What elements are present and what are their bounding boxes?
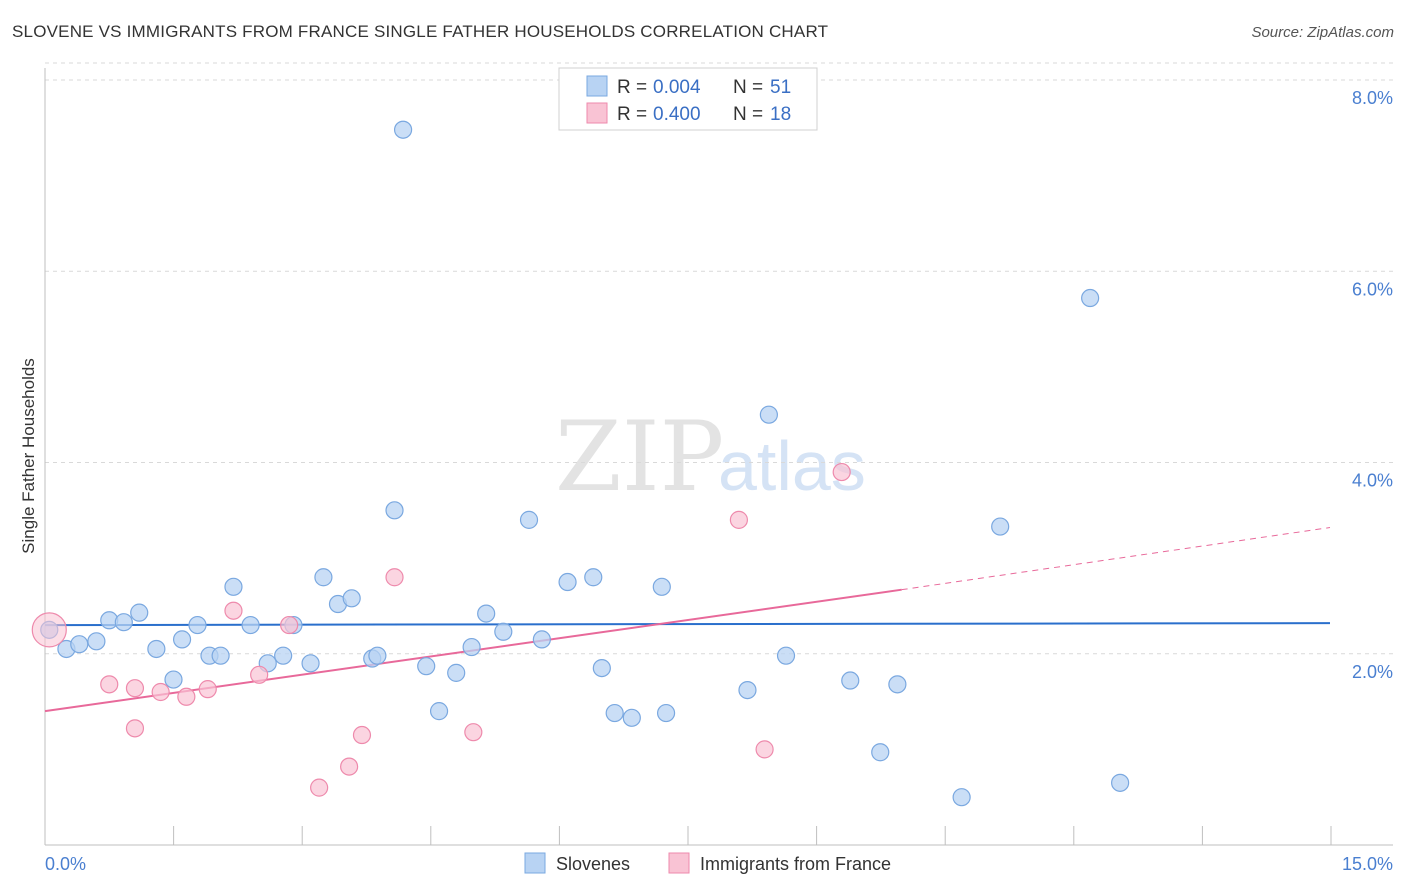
slovenes-point	[605, 703, 624, 723]
source-credit: Source: ZipAtlas.com	[1251, 24, 1394, 41]
france-point	[177, 687, 196, 706]
y-tick-label-2: 6.0%	[1352, 279, 1393, 299]
slovenes-point	[188, 615, 207, 635]
bottom-legend-label-france: Immigrants from France	[700, 854, 891, 874]
france-points	[31, 462, 851, 797]
slovenes-point	[652, 577, 671, 596]
france-point	[729, 510, 749, 529]
legend-swatch-slovenes	[586, 75, 608, 97]
slovenes-point	[776, 646, 796, 665]
slovenes-points	[40, 120, 1130, 807]
legend-r-value-france: 0.400	[653, 104, 701, 125]
france-point	[151, 682, 170, 702]
legend-n-value-slovenes: 51	[770, 77, 791, 98]
slovenes-point	[342, 589, 361, 608]
x-tick-label-max: 15.0%	[1342, 854, 1393, 874]
slovenes-point	[70, 635, 89, 654]
stats-legend: R = 0.004 N = 51 R = 0.400 N = 18	[558, 67, 818, 131]
y-tick-label-1: 4.0%	[1352, 471, 1393, 491]
france-point	[198, 680, 217, 699]
bottom-legend-label-slovenes: Slovenes	[556, 854, 630, 874]
slovenes-point	[991, 517, 1010, 536]
x-tick-label-min: 0.0%	[45, 854, 86, 874]
slovenes-point	[462, 637, 481, 657]
france-point	[310, 778, 329, 797]
slovenes-point	[368, 646, 387, 665]
bottom-legend-swatch-france	[668, 852, 690, 874]
y-tick-label-3: 8.0%	[1352, 88, 1393, 108]
slovenes-point	[164, 670, 183, 689]
slovenes-point	[314, 568, 333, 587]
watermark-zip: ZIP	[555, 401, 724, 513]
france-point	[352, 725, 372, 745]
slovenes-trend-line	[44, 622, 1331, 627]
slovenes-point	[211, 646, 230, 665]
france-point	[755, 740, 774, 759]
france-point	[280, 615, 299, 635]
slovenes-point	[888, 675, 907, 694]
legend-r-label-slovenes: R =	[617, 77, 647, 98]
slovenes-point	[224, 577, 243, 596]
slovenes-point	[1081, 288, 1100, 308]
slovenes-point	[301, 654, 320, 673]
y-tick-label-0: 2.0%	[1352, 662, 1393, 682]
legend-n-label-france: N =	[733, 104, 763, 125]
slovenes-point	[241, 615, 260, 635]
slovenes-point	[385, 501, 404, 520]
legend-n-label-slovenes: N =	[733, 77, 763, 98]
slovenes-point	[738, 680, 757, 700]
y-axis-title: Single Father Households	[19, 358, 38, 554]
slovenes-point	[592, 658, 611, 678]
slovenes-point	[532, 630, 551, 649]
axes	[44, 68, 1393, 846]
slovenes-point	[130, 603, 149, 622]
slovenes-point	[519, 510, 539, 529]
legend-r-label-france: R =	[617, 104, 647, 125]
chart-title: SLOVENE VS IMMIGRANTS FROM FRANCE SINGLE…	[12, 22, 829, 41]
france-point	[832, 462, 851, 482]
slovenes-point	[622, 708, 641, 727]
slovenes-point	[656, 703, 676, 723]
slovenes-point	[417, 657, 436, 676]
france-point	[385, 568, 404, 587]
france-point	[100, 675, 119, 694]
legend-swatch-france	[586, 102, 608, 124]
france-trend-line-extrapolated	[901, 527, 1331, 591]
slovenes-point	[494, 622, 513, 641]
bottom-legend-swatch-slovenes	[524, 852, 546, 874]
slovenes-point	[1111, 773, 1130, 792]
france-trend-group	[44, 527, 1331, 713]
y-tick-labels: 2.0% 4.0% 6.0% 8.0%	[1352, 88, 1393, 682]
slovenes-point	[952, 788, 971, 807]
slovenes-point	[584, 568, 603, 587]
gridlines	[45, 62, 1393, 655]
x-ticks	[173, 826, 1332, 845]
slovenes-point	[447, 663, 466, 682]
france-point	[464, 723, 483, 742]
france-point	[125, 679, 145, 698]
slovenes-point	[871, 743, 890, 762]
slovenes-point	[87, 632, 106, 651]
france-point	[250, 665, 269, 684]
france-point	[125, 719, 145, 738]
slovenes-point	[477, 604, 496, 623]
slovenes-point	[172, 630, 192, 649]
slovenes-point	[114, 613, 133, 632]
slovenes-point	[274, 646, 293, 665]
france-point	[31, 612, 67, 648]
slovenes-point	[393, 120, 413, 139]
slovenes-trend-group	[44, 622, 1331, 627]
legend-n-value-france: 18	[770, 104, 791, 125]
slovenes-point	[841, 671, 860, 690]
series-legend: Slovenes Immigrants from France	[524, 852, 891, 874]
slovenes-point	[558, 572, 577, 592]
france-point	[340, 757, 359, 776]
slovenes-point	[147, 639, 166, 659]
slovenes-point	[759, 405, 778, 424]
slovenes-point	[429, 702, 449, 721]
france-point	[224, 601, 243, 620]
legend-r-value-slovenes: 0.004	[653, 77, 701, 98]
